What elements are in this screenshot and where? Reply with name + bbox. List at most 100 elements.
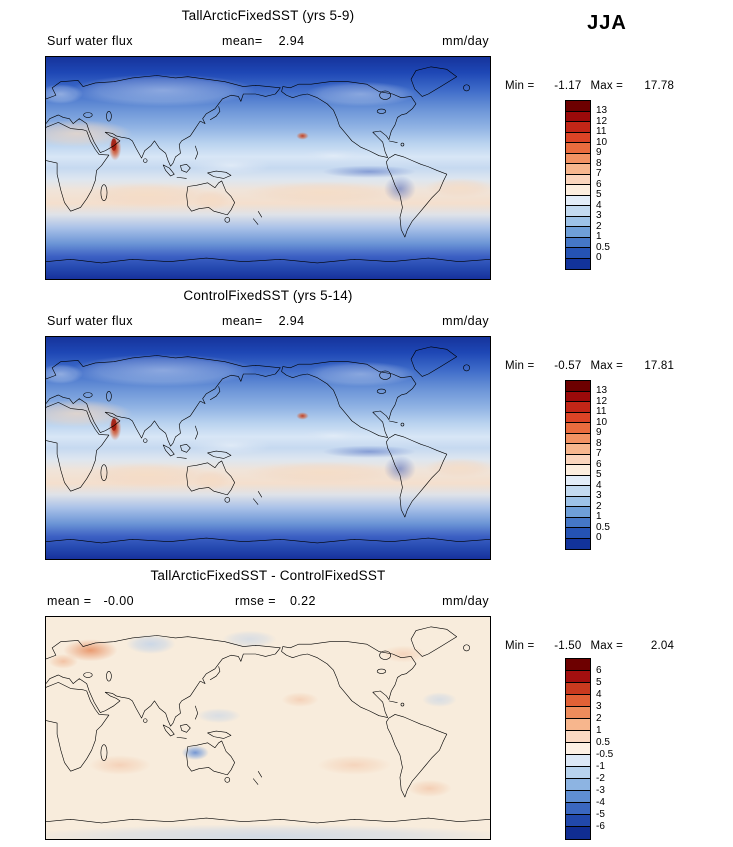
colorbar-swatch — [566, 659, 590, 671]
world-map-svg-1 — [46, 57, 490, 279]
colorbar-swatch — [566, 132, 590, 143]
colorbar-tick-label: 7 — [596, 448, 602, 459]
colorbar-tick-label: 13 — [596, 105, 608, 116]
min-label: Min = — [505, 80, 535, 92]
colorbar-swatches — [565, 100, 591, 270]
colorbar-swatch — [566, 517, 590, 528]
colorbar-swatch — [566, 743, 590, 755]
colorbar-swatch — [566, 412, 590, 423]
colorbar-swatch — [566, 465, 590, 476]
mean-value: -0.00 — [103, 594, 134, 608]
colorbar-swatch — [566, 143, 590, 154]
colorbar-tick-label: 8 — [596, 437, 602, 449]
panel-2-title: ControlFixedSST (yrs 5-14) — [183, 288, 353, 303]
map-panel-3 — [45, 616, 491, 840]
world-map-svg-3 — [46, 617, 490, 839]
mean-value: 2.94 — [278, 34, 305, 48]
panel-3-stat-row: mean = -0.00 rmse = 0.22 mm/day — [45, 594, 491, 610]
min-value: -0.57 — [554, 360, 582, 372]
colorbar-swatch — [566, 507, 590, 518]
colorbar-tick-label: -2 — [596, 772, 605, 784]
colorbar-swatch — [566, 791, 590, 803]
colorbar-tick-label: 3 — [596, 210, 602, 221]
colorbar-tick-label: 1 — [596, 511, 602, 522]
colorbar-tick-label: 2 — [596, 220, 602, 232]
colorbar-tick-label: 7 — [596, 168, 602, 179]
mean-label: mean = — [47, 594, 92, 608]
colorbar-swatch — [566, 444, 590, 455]
colorbar-swatch — [566, 206, 590, 217]
panel-2-units: mm/day — [442, 314, 489, 328]
colorbar-tick-label: 0.5 — [596, 736, 610, 748]
colorbar-swatch — [566, 174, 590, 185]
colorbar-swatch — [566, 475, 590, 486]
colorbar-swatch — [566, 755, 590, 767]
mean-label: mean= — [222, 314, 263, 328]
colorbar-swatch — [566, 538, 590, 549]
colorbar-tick-label: 8 — [596, 157, 602, 169]
panel-2-field-label: Surf water flux — [47, 314, 133, 328]
colorbar-tick-label: 6 — [596, 178, 602, 190]
colorbar-tick-label: 0.5 — [596, 521, 610, 533]
colorbar-swatch — [566, 433, 590, 444]
colorbar-tick-label: -6 — [596, 820, 605, 832]
colorbar-swatch — [566, 237, 590, 248]
colorbar-tick-label: 5 — [596, 676, 602, 688]
map-panel-1 — [45, 56, 491, 280]
rmse-label: rmse = — [235, 594, 276, 608]
colorbar-tick-label: -4 — [596, 796, 605, 808]
colorbar-tick-label: 3 — [596, 700, 602, 712]
colorbar-swatch — [566, 815, 590, 827]
panel-2-stat-row: Surf water flux mean= 2.94 mm/day — [45, 314, 491, 330]
colorbar-swatch — [566, 767, 590, 779]
colorbar-tick-label: -5 — [596, 808, 605, 820]
colorbar-tick-label: 5 — [596, 189, 602, 200]
colorbar-tick-label: 0.5 — [596, 241, 610, 253]
panel-3-title: TallArcticFixedSST - ControlFixedSST — [150, 568, 386, 583]
max-label: Max = — [590, 360, 624, 372]
colorbar-panel-2: 13 12 11 10 9 8 7 6 5 4 3 2 1 0.5 0 — [565, 380, 645, 550]
colorbar-swatch — [566, 528, 590, 539]
colorbar-swatch — [566, 258, 590, 269]
colorbar-tick-label: -3 — [596, 784, 605, 796]
panel-1-units: mm/day — [442, 34, 489, 48]
panel-3-units: mm/day — [442, 594, 489, 608]
world-map-svg-2 — [46, 337, 490, 559]
min-value: -1.50 — [554, 640, 582, 652]
colorbar-swatch — [566, 248, 590, 259]
colorbar-swatches — [565, 658, 591, 840]
max-label: Max = — [590, 80, 624, 92]
colorbar-panel-3: 6 5 4 3 2 1 0.5 -0.5 -1 -2 -3 -4 -5 -6 — [565, 658, 645, 840]
panel-2-minmax: Min = -0.57 Max = 17.81 — [505, 360, 720, 372]
colorbar-swatch — [566, 486, 590, 497]
colorbar-swatch — [566, 227, 590, 238]
colorbar-tick-label: 6 — [596, 458, 602, 470]
colorbar-swatch — [566, 185, 590, 196]
colorbar-swatch — [566, 671, 590, 683]
panel-3-mean: mean = -0.00 — [47, 594, 134, 608]
colorbar-swatch — [566, 111, 590, 122]
max-value: 17.81 — [644, 360, 675, 372]
colorbar-tick-label: 1 — [596, 231, 602, 242]
colorbar-panel-1: 13 12 11 10 9 8 7 6 5 4 3 2 1 0.5 0 — [565, 100, 645, 270]
min-label: Min = — [505, 640, 535, 652]
panel-1-minmax: Min = -1.17 Max = 17.78 — [505, 80, 720, 92]
colorbar-swatch — [566, 779, 590, 791]
colorbar-swatches — [565, 380, 591, 550]
min-value: -1.17 — [554, 80, 582, 92]
rmse-value: 0.22 — [289, 594, 316, 608]
colorbar-swatch — [566, 496, 590, 507]
colorbar-swatch — [566, 402, 590, 413]
colorbar-tick-label: 4 — [596, 688, 602, 700]
colorbar-swatch — [566, 719, 590, 731]
colorbar-tick-label: 10 — [596, 136, 608, 148]
mean-value: 2.94 — [278, 314, 305, 328]
colorbar-tick-label: 11 — [596, 126, 607, 137]
colorbar-tick-label: 10 — [596, 416, 608, 428]
max-label: Max = — [590, 640, 624, 652]
colorbar-swatch — [566, 391, 590, 402]
colorbar-tick-label: 5 — [596, 469, 602, 480]
panel-1-stat-row: Surf water flux mean= 2.94 mm/day — [45, 34, 491, 50]
colorbar-tick-label: 4 — [596, 199, 602, 211]
